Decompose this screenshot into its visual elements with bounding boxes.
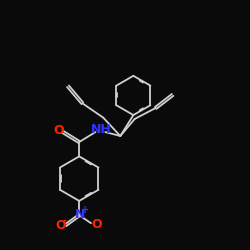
Text: NH: NH [91,124,112,136]
Text: O: O [55,219,66,232]
Text: N: N [75,208,86,221]
Text: O: O [92,218,102,231]
Text: -: - [62,216,66,226]
Text: +: + [81,204,89,214]
Text: O: O [53,124,64,137]
